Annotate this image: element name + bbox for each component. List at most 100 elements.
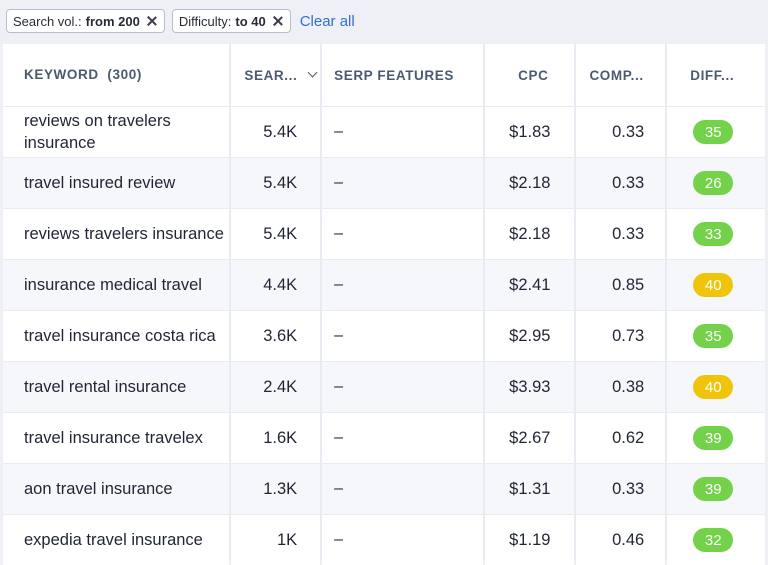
search-volume-cell: 5.4K	[231, 209, 321, 259]
clear-all-link[interactable]: Clear all	[299, 12, 355, 30]
cpc-cell: $2.67	[484, 413, 575, 463]
serp-features-cell: –	[322, 464, 483, 514]
difficulty-cell: 32	[667, 515, 766, 565]
keyword-text[interactable]: travel rental insurance	[24, 378, 187, 396]
keywords-table: KEYWORD (300) SEAR... SERP FEATURES CPC …	[3, 44, 766, 565]
cpc-cell: $3.93	[484, 362, 575, 412]
competition-cell: 0.33	[576, 107, 666, 157]
cpc-cell: $1.19	[484, 515, 575, 565]
table-body: reviews on travelers insurance 5.4K – $1.83…	[3, 107, 766, 565]
keyword-cell[interactable]: insurance medical travel	[3, 260, 230, 310]
difficulty-badge: 39	[693, 477, 734, 501]
difficulty-badge: 39	[693, 426, 734, 450]
close-icon[interactable]	[147, 16, 157, 26]
filter-chip-label: Difficulty:	[178, 13, 232, 29]
column-header-label: SERP FEATURES	[334, 67, 454, 83]
filter-chip-label: Search vol.:	[13, 13, 82, 29]
filter-chip-value: from 200	[85, 13, 140, 29]
table-row[interactable]: insurance medical travel 4.4K – $2.41 0.85 40	[3, 260, 766, 310]
column-header-search-volume[interactable]: SEAR...	[231, 44, 321, 106]
keyword-cell[interactable]: reviews travelers insurance	[3, 209, 230, 259]
competition-cell: 0.85	[576, 260, 666, 310]
serp-features-cell: –	[322, 515, 483, 565]
difficulty-badge: 40	[693, 375, 734, 399]
column-header-difficulty[interactable]: DIFF...	[667, 44, 765, 106]
search-volume-cell: 5.4K	[231, 158, 321, 208]
keyword-text[interactable]: insurance medical travel	[24, 276, 202, 294]
filter-chip-search-volume[interactable]: Search vol.: from 200	[6, 9, 165, 33]
table-row[interactable]: reviews travelers insurance 5.4K – $2.18 0.3…	[3, 209, 766, 259]
search-volume-cell: 2.4K	[231, 362, 321, 412]
competition-cell: 0.73	[576, 311, 666, 361]
table-row[interactable]: expedia travel insurance 1K – $1.19 0.46 32	[3, 515, 766, 565]
difficulty-cell: 26	[667, 158, 766, 208]
difficulty-cell: 35	[667, 311, 766, 361]
competition-cell: 0.62	[576, 413, 666, 463]
table-row[interactable]: reviews on travelers insurance 5.4K – $1.83…	[3, 107, 766, 157]
keyword-text[interactable]: expedia travel insurance	[24, 531, 203, 549]
difficulty-badge: 33	[693, 222, 734, 246]
competition-cell: 0.33	[576, 158, 666, 208]
table-row[interactable]: aon travel insurance 1.3K – $1.31 0.33 39	[3, 464, 766, 514]
close-icon[interactable]	[273, 16, 283, 26]
keyword-text[interactable]: travel insurance costa rica	[24, 327, 216, 345]
column-header-keyword[interactable]: KEYWORD (300)	[3, 44, 230, 106]
keyword-cell[interactable]: travel insurance travelex	[3, 413, 230, 463]
difficulty-badge: 26	[693, 171, 734, 195]
column-header-label: KEYWORD	[24, 67, 99, 82]
column-header-label: SEAR...	[244, 67, 298, 83]
table-row[interactable]: travel insured review 5.4K – $2.18 0.33 26	[3, 158, 766, 208]
serp-features-cell: –	[322, 209, 483, 259]
keyword-cell[interactable]: travel insured review	[3, 158, 230, 208]
difficulty-cell: 33	[667, 209, 766, 259]
table-row[interactable]: travel insurance costa rica 3.6K – $2.95 0.7…	[3, 311, 766, 361]
keyword-cell[interactable]: travel insurance costa rica	[3, 311, 230, 361]
difficulty-cell: 39	[667, 413, 766, 463]
difficulty-cell: 39	[667, 464, 766, 514]
keyword-cell[interactable]: aon travel insurance	[3, 464, 230, 514]
competition-cell: 0.38	[576, 362, 666, 412]
difficulty-cell: 40	[667, 260, 766, 310]
serp-features-cell: –	[322, 260, 483, 310]
keyword-text[interactable]: travel insured review	[24, 174, 176, 192]
competition-cell: 0.33	[576, 464, 666, 514]
filter-bar: Search vol.: from 200 Difficulty: to 40 …	[6, 8, 355, 34]
keyword-cell[interactable]: travel rental insurance	[3, 362, 230, 412]
search-volume-cell: 3.6K	[231, 311, 321, 361]
keyword-text[interactable]: reviews travelers insurance	[24, 225, 224, 243]
keyword-text[interactable]: travel insurance travelex	[24, 429, 203, 447]
search-volume-cell: 1.6K	[231, 413, 321, 463]
serp-features-cell: –	[322, 413, 483, 463]
serp-features-cell: –	[322, 311, 483, 361]
search-volume-cell: 1.3K	[231, 464, 321, 514]
keyword-text[interactable]: aon travel insurance	[24, 480, 173, 498]
serp-features-cell: –	[322, 158, 483, 208]
table-row[interactable]: travel insurance travelex 1.6K – $2.67 0.62 3…	[3, 413, 766, 463]
difficulty-cell: 35	[667, 107, 766, 157]
difficulty-badge: 40	[693, 273, 734, 297]
chevron-down-icon[interactable]	[307, 67, 318, 77]
column-header-serp-features[interactable]: SERP FEATURES	[322, 44, 483, 106]
column-header-label: CPC	[518, 67, 549, 83]
table-header: KEYWORD (300) SEAR... SERP FEATURES CPC …	[3, 44, 765, 106]
keyword-text[interactable]: reviews on travelers insurance	[24, 112, 171, 152]
competition-cell: 0.33	[576, 209, 666, 259]
keyword-cell[interactable]: expedia travel insurance	[3, 515, 230, 565]
keyword-count: (300)	[107, 67, 142, 82]
serp-features-cell: –	[322, 362, 483, 412]
filter-chip-difficulty[interactable]: Difficulty: to 40	[171, 9, 291, 33]
cpc-cell: $1.31	[484, 464, 575, 514]
keyword-cell[interactable]: reviews on travelers insurance	[3, 107, 230, 157]
column-header-cpc[interactable]: CPC	[484, 44, 575, 106]
column-header-competition[interactable]: COMP...	[576, 44, 666, 106]
cpc-cell: $2.18	[484, 209, 575, 259]
difficulty-badge: 35	[693, 324, 734, 348]
column-header-label: COMP...	[589, 67, 644, 83]
cpc-cell: $1.83	[484, 107, 575, 157]
difficulty-badge: 35	[693, 120, 734, 144]
cpc-cell: $2.95	[484, 311, 575, 361]
table-row[interactable]: travel rental insurance 2.4K – $3.93 0.38 40	[3, 362, 766, 412]
difficulty-cell: 40	[667, 362, 766, 412]
filter-chip-value: to 40	[235, 13, 266, 29]
serp-features-cell: –	[322, 107, 483, 157]
